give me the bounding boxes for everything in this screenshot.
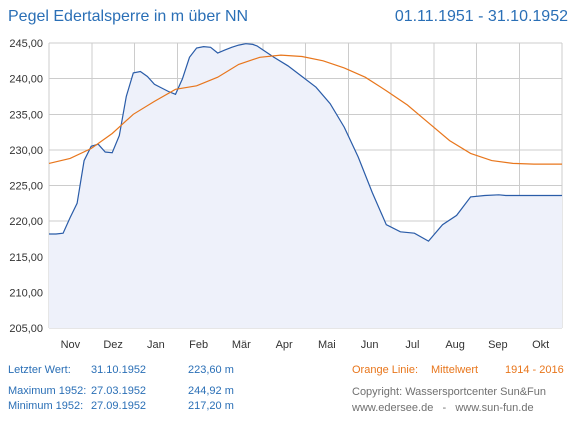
maximum-value: 244,92 m xyxy=(188,385,234,397)
x-tick-label: Mär xyxy=(232,339,251,351)
x-tick-label: Okt xyxy=(532,339,549,351)
y-tick-label: 230,00 xyxy=(9,145,43,157)
last-value-amount: 223,60 m xyxy=(188,364,234,376)
last-value-date: 31.10.1952 xyxy=(91,364,147,376)
x-tick-label: Mai xyxy=(318,339,336,351)
y-tick-label: 210,00 xyxy=(9,287,43,299)
series-line-mittelwert xyxy=(48,54,562,165)
chart-period: 01.11.1951 - 31.10.1952 xyxy=(394,8,568,25)
y-tick-label: 215,00 xyxy=(9,252,43,264)
x-tick-label: Jan xyxy=(147,339,165,351)
x-tick-label: Aug xyxy=(445,339,465,351)
level-area xyxy=(49,43,562,328)
x-tick-label: Jul xyxy=(405,339,419,351)
x-tick-label: Dez xyxy=(103,339,123,351)
x-tick-label: Jun xyxy=(361,339,379,351)
x-tick-label: Feb xyxy=(189,339,208,351)
maximum-label: Maximum 1952: xyxy=(8,385,87,397)
y-tick-label: 220,00 xyxy=(9,216,43,228)
minimum-label: Minimum 1952: xyxy=(8,400,84,412)
y-tick-label: 235,00 xyxy=(9,109,43,121)
x-tick-label: Nov xyxy=(61,339,81,351)
x-tick-label: Sep xyxy=(488,339,508,351)
minimum-date: 27.09.1952 xyxy=(91,400,147,412)
legend-series-name: Mittelwert xyxy=(431,364,479,376)
series-line-pegel xyxy=(49,43,562,242)
minimum-value: 217,20 m xyxy=(188,400,234,412)
last-value-label: Letzter Wert: xyxy=(8,364,71,376)
y-tick-label: 225,00 xyxy=(9,181,43,193)
y-tick-label: 240,00 xyxy=(9,74,43,86)
websites: www.edersee.de - www.sun-fun.de xyxy=(352,402,534,414)
x-tick-label: Apr xyxy=(276,339,293,351)
legend-label: Orange Linie: xyxy=(352,364,419,376)
legend-years: 1914 - 2016 xyxy=(505,364,564,376)
copyright: Copyright: Wassersportcenter Sun&Fun xyxy=(352,386,547,398)
y-tick-label: 245,00 xyxy=(9,38,43,50)
maximum-date: 27.03.1952 xyxy=(91,385,147,397)
chart-title: Pegel Edertalsperre in m über NN xyxy=(8,8,249,25)
y-tick-label: 205,00 xyxy=(9,323,43,335)
